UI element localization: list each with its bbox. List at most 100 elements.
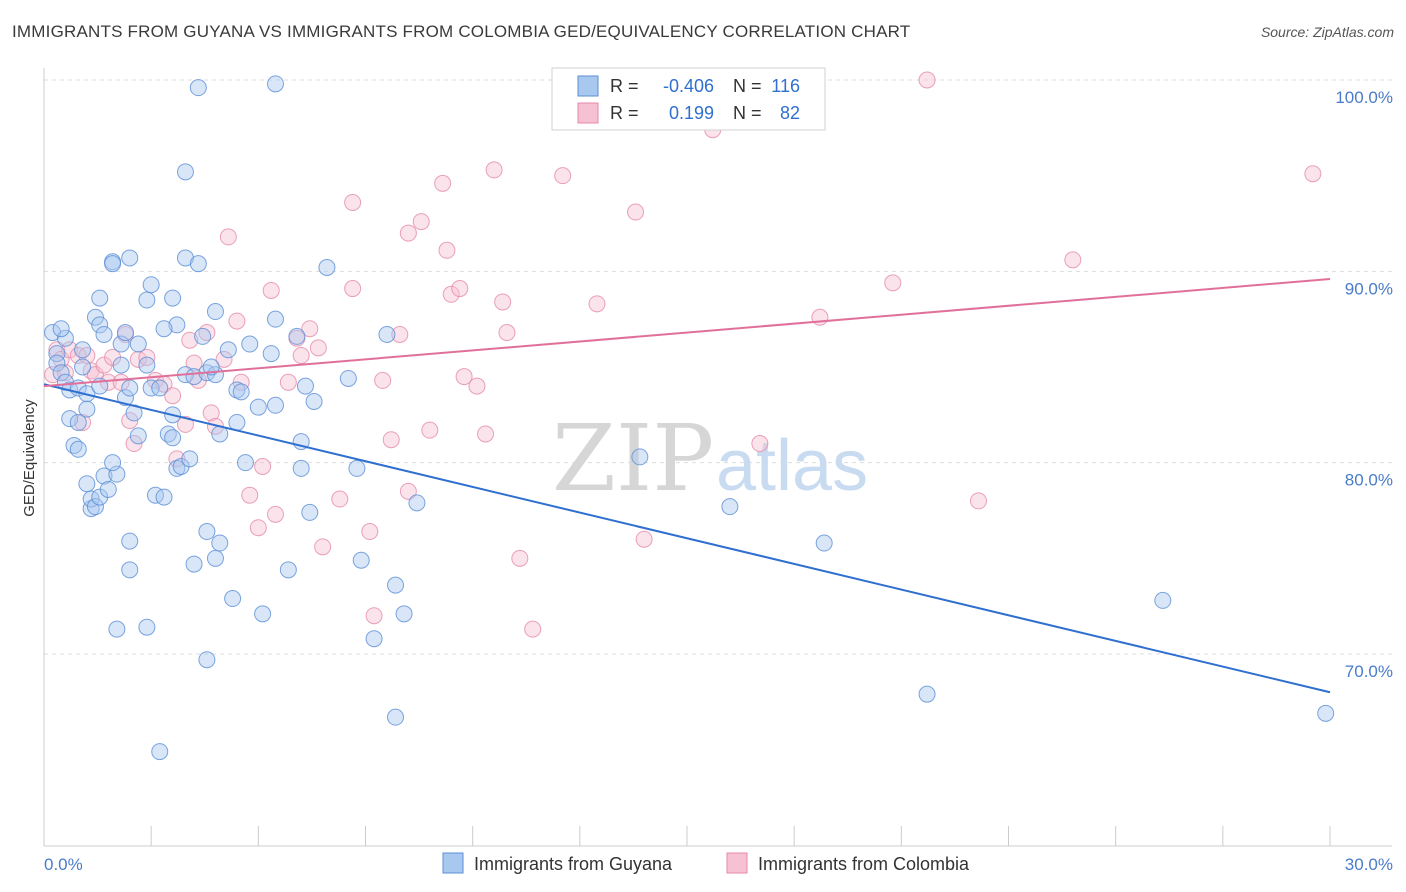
colombia-point xyxy=(44,366,62,384)
guyana-point xyxy=(194,327,212,345)
guyana-point xyxy=(78,475,96,493)
guyana-point xyxy=(151,743,169,761)
guyana-point xyxy=(121,561,139,579)
colombia-point xyxy=(442,285,460,303)
legend-swatch-colombia xyxy=(577,102,599,124)
colombia-point xyxy=(129,350,147,368)
colombia-point xyxy=(168,450,186,468)
guyana-point xyxy=(129,335,147,353)
colombia-point xyxy=(477,425,495,443)
guyana-point xyxy=(69,440,87,458)
colombia-point xyxy=(185,354,203,372)
guyana-point xyxy=(121,532,139,550)
guyana-point xyxy=(95,467,113,485)
bottom-legend-swatch-colombia xyxy=(726,852,748,874)
guyana-point xyxy=(301,503,319,521)
colombia-point xyxy=(301,320,319,338)
guyana-point xyxy=(52,320,70,338)
colombia-point xyxy=(266,505,284,523)
colombia-point xyxy=(434,174,452,192)
guyana-point xyxy=(1317,704,1335,722)
guyana-point xyxy=(1154,591,1172,609)
tick-labels: 70.0% 80.0% 90.0% 100.0% 0.0% 30.0% xyxy=(44,88,1393,874)
guyana-point xyxy=(121,379,139,397)
guyana-point xyxy=(198,651,216,669)
gridlines xyxy=(44,79,1392,655)
colombia-point xyxy=(391,325,409,343)
colombia-point xyxy=(455,368,473,386)
colombia-point xyxy=(365,607,383,625)
y-tick-label: 90.0% xyxy=(1345,279,1393,298)
guyana-point xyxy=(138,356,156,374)
colombia-point xyxy=(309,339,327,357)
colombia-point xyxy=(511,549,529,567)
colombia-point xyxy=(382,431,400,449)
colombia-point xyxy=(554,167,572,185)
colombia-point xyxy=(485,161,503,179)
colombia-point xyxy=(331,490,349,508)
guyana-point xyxy=(365,630,383,648)
x-tick-label: 30.0% xyxy=(1345,855,1393,874)
guyana-point xyxy=(721,498,739,516)
guyana-point xyxy=(189,79,207,97)
guyana-point xyxy=(236,454,254,472)
colombia-point xyxy=(241,486,259,504)
colombia-point xyxy=(884,274,902,292)
colombia-point xyxy=(498,324,516,342)
guyana-point xyxy=(155,488,173,506)
guyana-point xyxy=(378,325,396,343)
axes xyxy=(43,68,1392,847)
colombia-point xyxy=(176,415,194,433)
guyana-point xyxy=(198,523,216,541)
guyana-point xyxy=(108,465,126,483)
colombia-point xyxy=(228,312,246,330)
colombia-point xyxy=(215,350,233,368)
guyana-point xyxy=(206,303,224,321)
y-tick-label: 70.0% xyxy=(1345,662,1393,681)
guyana-point xyxy=(69,413,87,431)
colombia-point xyxy=(219,228,237,246)
guyana-point xyxy=(138,291,156,309)
trend-line-colombia xyxy=(43,277,1331,388)
guyana-point xyxy=(279,561,297,579)
guyana-point xyxy=(48,345,66,363)
trend-line-guyana xyxy=(43,383,1331,694)
colombia-point xyxy=(262,281,280,299)
colombia-point xyxy=(314,538,332,556)
guyana-point xyxy=(387,576,405,594)
colombia-point xyxy=(344,193,362,211)
guyana-point xyxy=(352,551,370,569)
guyana-point xyxy=(112,335,130,353)
guyana-point xyxy=(86,308,104,326)
guyana-point xyxy=(138,618,156,636)
guyana-point xyxy=(168,459,186,477)
colombia-point xyxy=(74,413,92,431)
bottom-legend-label-colombia: Immigrants from Colombia xyxy=(758,854,970,874)
y-axis-title: GED/Equivalency xyxy=(21,399,38,517)
guyana-point xyxy=(185,555,203,573)
colombia-point xyxy=(399,482,417,500)
colombia-point xyxy=(48,341,66,359)
guyana-point xyxy=(52,364,70,382)
guyana-point xyxy=(206,549,224,567)
guyana-point xyxy=(249,398,267,416)
legend-n-label-guyana: N = xyxy=(733,76,762,96)
guyana-point xyxy=(155,320,173,338)
colombia-point xyxy=(121,412,139,430)
guyana-point xyxy=(82,500,100,518)
guyana-point xyxy=(254,605,272,623)
guyana-point xyxy=(176,163,194,181)
guyana-point xyxy=(241,335,259,353)
colombia-point xyxy=(421,421,439,439)
guyana-point xyxy=(116,324,134,342)
guyana-point xyxy=(112,356,130,374)
guyana-point xyxy=(56,329,74,347)
colombia-point xyxy=(361,523,379,541)
colombia-point xyxy=(451,280,469,298)
guyana-point xyxy=(168,316,186,334)
guyana-point xyxy=(408,494,426,512)
guyana-point xyxy=(61,410,79,428)
guyana-point xyxy=(228,381,246,399)
colombia-point xyxy=(374,371,392,389)
guyana-point xyxy=(164,289,182,307)
